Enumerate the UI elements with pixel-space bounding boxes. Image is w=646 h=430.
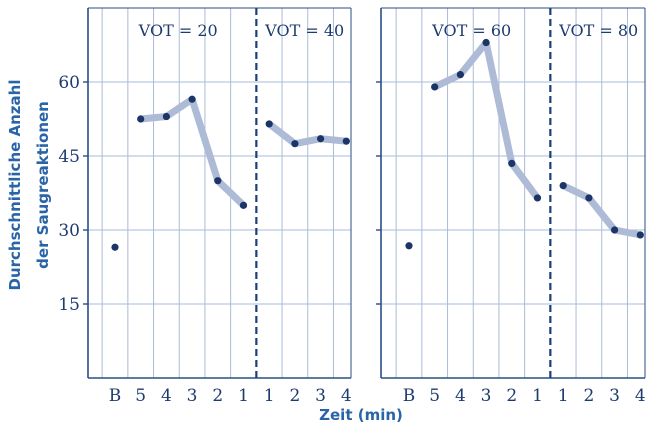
data-point (456, 71, 464, 79)
series-line-before (137, 95, 247, 209)
x-tick-label: 3 (187, 386, 198, 406)
data-point (188, 95, 196, 103)
x-tick-label: 5 (429, 386, 440, 406)
data-point (611, 226, 619, 234)
data-point (137, 115, 145, 123)
x-tick-label: 5 (135, 386, 146, 406)
data-point (214, 177, 222, 185)
data-point (636, 231, 644, 239)
series-line-after (265, 120, 350, 148)
data-point (162, 112, 170, 121)
x-tick-label: 2 (506, 386, 517, 406)
x-tick-label: 1 (238, 386, 249, 406)
y-tick-label: 45 (58, 147, 80, 167)
x-tick-label: 4 (341, 386, 352, 406)
vot-annotation: VOT = 60 (431, 21, 511, 40)
x-axis-title: Zeit (min) (319, 406, 403, 424)
series-line-after (559, 182, 644, 239)
y-tick-labels: 15 30 45 60 (58, 73, 80, 315)
data-point (585, 194, 593, 202)
x-tick-label: B (109, 386, 122, 406)
x-tick-label: 2 (212, 386, 223, 406)
vot-annotation: VOT = 20 (138, 21, 218, 40)
data-point (317, 135, 325, 143)
data-point (559, 182, 567, 190)
x-tick-label: 4 (635, 386, 646, 406)
series-line-before (431, 39, 541, 202)
data-point (482, 38, 490, 47)
x-tick-label: B (403, 386, 416, 406)
y-tick-label: 15 (58, 295, 80, 315)
vot-annotation: VOT = 40 (264, 21, 344, 40)
data-point (508, 159, 516, 167)
x-tick-label: 2 (289, 386, 300, 406)
y-tick-label: 60 (58, 73, 80, 93)
data-point (291, 140, 299, 148)
y-axis-title-line-2: der Saugreaktionen (34, 101, 52, 269)
x-tick-label: 1 (264, 386, 275, 406)
data-point (239, 201, 248, 209)
data-point (265, 120, 273, 128)
data-point-baseline (111, 243, 119, 251)
y-tick-label: 30 (58, 221, 80, 241)
x-tick-label: 4 (455, 386, 466, 406)
data-point (431, 83, 439, 91)
data-point-baseline (405, 242, 413, 250)
x-tick-label: 1 (532, 386, 543, 406)
x-tick-label: 3 (315, 386, 326, 406)
data-point (533, 194, 542, 202)
y-axis-title-line-1: Durchschnittliche Anzahl (6, 80, 24, 291)
x-tick-label: 3 (609, 386, 620, 406)
x-tick-label: 4 (161, 386, 172, 406)
x-tick-label: 1 (558, 386, 569, 406)
x-tick-label: 2 (583, 386, 594, 406)
x-tick-label: 3 (481, 386, 492, 406)
vot-annotation: VOT = 80 (558, 21, 638, 40)
data-point (342, 137, 350, 145)
